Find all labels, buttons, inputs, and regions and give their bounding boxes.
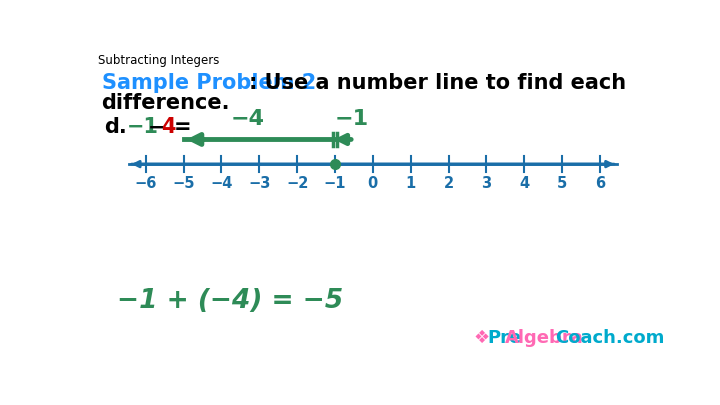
- Text: 5: 5: [557, 177, 567, 192]
- Text: 4: 4: [161, 117, 176, 137]
- Text: 1: 1: [405, 177, 416, 192]
- Text: −4: −4: [230, 109, 265, 129]
- Text: ❖: ❖: [474, 328, 496, 347]
- Text: Pre: Pre: [487, 328, 522, 347]
- Text: Coach.com: Coach.com: [555, 328, 665, 347]
- Text: −1: −1: [335, 109, 369, 129]
- Text: 2: 2: [444, 177, 454, 192]
- Text: −1: −1: [127, 117, 159, 137]
- Text: −1 + (−4) = −5: −1 + (−4) = −5: [117, 288, 343, 314]
- Text: 6: 6: [595, 177, 605, 192]
- Text: −1: −1: [324, 177, 346, 192]
- Text: difference.: difference.: [102, 93, 230, 113]
- Text: −6: −6: [135, 177, 157, 192]
- Text: d.: d.: [104, 117, 127, 137]
- Text: =: =: [174, 117, 192, 137]
- Text: 3: 3: [482, 177, 492, 192]
- Text: −2: −2: [286, 177, 308, 192]
- Text: Algebra: Algebra: [505, 328, 583, 347]
- Text: −5: −5: [172, 177, 195, 192]
- Text: : Use a number line to find each: : Use a number line to find each: [249, 73, 626, 93]
- Text: −: −: [148, 117, 165, 137]
- Text: −4: −4: [210, 177, 233, 192]
- Text: 0: 0: [368, 177, 378, 192]
- Text: Subtracting Integers: Subtracting Integers: [98, 54, 219, 67]
- Text: −3: −3: [248, 177, 271, 192]
- Text: 4: 4: [519, 177, 529, 192]
- Text: Sample Problem 2: Sample Problem 2: [102, 73, 316, 93]
